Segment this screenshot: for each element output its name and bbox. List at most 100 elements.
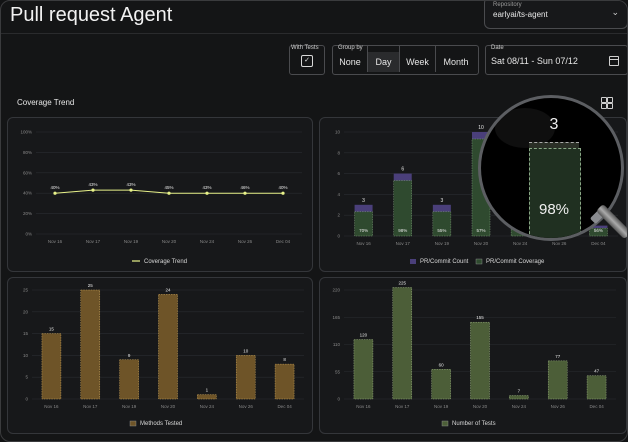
magnified-coverage: 98% bbox=[538, 201, 570, 218]
bar-value-label: 60 bbox=[439, 362, 445, 367]
x-tick-label: Nov 24 bbox=[513, 241, 528, 246]
x-tick-label: Nov 19 bbox=[122, 404, 137, 409]
data-bar bbox=[235, 355, 256, 400]
legend-label: Coverage Trend bbox=[144, 259, 187, 265]
bar-value-label: 10 bbox=[243, 348, 249, 353]
with-tests-checkbox[interactable]: ✓ bbox=[301, 55, 313, 67]
x-tick-label: Nov 24 bbox=[512, 404, 527, 409]
legend-swatch bbox=[129, 420, 137, 427]
date-range-value[interactable]: Sat 08/11 - Sun 07/12 bbox=[491, 56, 578, 66]
x-tick-label: Nov 17 bbox=[83, 404, 98, 409]
magnified-count: 3 bbox=[549, 116, 559, 133]
y-tick-label: 15 bbox=[23, 331, 29, 336]
with-tests-label: With Tests bbox=[291, 45, 319, 51]
repository-label: Repository bbox=[493, 2, 522, 8]
coverage-label: 56% bbox=[594, 228, 603, 233]
x-tick-label: Nov 26 bbox=[238, 239, 253, 244]
y-tick-label: 165 bbox=[332, 315, 340, 320]
coverage-label: 98% bbox=[398, 228, 407, 233]
section-title: Coverage Trend bbox=[17, 98, 75, 107]
x-tick-label: Nov 24 bbox=[200, 404, 215, 409]
legend-swatch bbox=[410, 259, 416, 264]
y-tick-label: 20% bbox=[23, 211, 32, 216]
coverage-point bbox=[129, 188, 133, 192]
data-bar bbox=[392, 287, 413, 400]
bar-value-label: 7 bbox=[518, 389, 521, 394]
y-tick-label: 0 bbox=[25, 397, 28, 402]
with-tests-box bbox=[289, 45, 325, 75]
coverage-trend-panel: 100% 80% 60% 40% 20% 0% Nov 16 Nov 17 Nov 19 Nov … bbox=[7, 117, 313, 272]
bar-value-label: 120 bbox=[360, 333, 368, 338]
count-label: 3 bbox=[440, 198, 443, 204]
y-tick-label: 55 bbox=[335, 369, 341, 374]
grid-view-icon[interactable] bbox=[601, 97, 613, 109]
group-option-month[interactable]: Month bbox=[443, 57, 469, 67]
calendar-icon[interactable] bbox=[609, 56, 619, 66]
segment-divider bbox=[367, 46, 368, 72]
x-tick-label: Nov 26 bbox=[551, 404, 566, 409]
legend-swatch bbox=[475, 258, 483, 265]
x-tick-label: Nov 16 bbox=[356, 241, 371, 246]
segment-divider bbox=[399, 46, 400, 72]
x-tick-label: Nov 20 bbox=[473, 404, 488, 409]
number-of-tests-chart: 220 165 110 55 0 Nov 16 Nov 17 Nov 19 Nov 20 Nov … bbox=[332, 281, 616, 427]
legend-label: Number of Tests bbox=[452, 421, 496, 427]
date-range-picker[interactable] bbox=[485, 45, 627, 75]
group-option-day[interactable]: Day bbox=[368, 52, 399, 72]
bar-value-label: 47 bbox=[594, 369, 600, 374]
x-tick-label: Nov 26 bbox=[552, 241, 567, 246]
data-bar bbox=[119, 359, 139, 400]
count-label: 3 bbox=[362, 198, 365, 204]
x-tick-label: Dec 04 bbox=[277, 404, 292, 409]
magnified-coverage-bar bbox=[529, 148, 581, 238]
y-tick-label: 110 bbox=[333, 342, 341, 347]
x-tick-label: Nov 19 bbox=[124, 239, 139, 244]
x-tick-label: Nov 16 bbox=[44, 404, 59, 409]
coverage-data-label: 40% bbox=[278, 185, 287, 190]
x-tick-label: Nov 17 bbox=[396, 241, 411, 246]
y-tick-label: 2 bbox=[337, 213, 340, 218]
bar-value-label: 25 bbox=[88, 283, 94, 288]
number-of-tests-panel: 220 165 110 55 0 Nov 16 Nov 17 Nov 19 Nov 20 Nov … bbox=[319, 277, 627, 434]
y-tick-label: 0 bbox=[337, 234, 340, 239]
date-label: Date bbox=[491, 45, 504, 51]
count-label: 10 bbox=[478, 125, 484, 131]
y-tick-label: 100% bbox=[20, 130, 32, 135]
y-tick-label: 10 bbox=[23, 353, 29, 358]
data-bar bbox=[586, 375, 607, 400]
coverage-label: 55% bbox=[437, 228, 446, 233]
coverage-data-label: 43% bbox=[126, 182, 135, 187]
bar-value-label: 225 bbox=[399, 281, 407, 286]
y-tick-label: 40% bbox=[23, 191, 32, 196]
data-bar bbox=[41, 333, 62, 400]
x-tick-label: Nov 24 bbox=[200, 239, 215, 244]
magnified-count-bar bbox=[529, 142, 579, 150]
y-tick-label: 60% bbox=[23, 170, 32, 175]
x-tick-label: Nov 17 bbox=[86, 239, 101, 244]
methods-tested-chart: 25 20 15 10 5 0 Nov 16 Nov 17 Nov 19 Nov 20 Nov 24… bbox=[23, 283, 304, 427]
group-option-none[interactable]: None bbox=[339, 57, 361, 67]
data-bar bbox=[80, 289, 101, 400]
y-tick-label: 0 bbox=[337, 397, 340, 402]
count-bar bbox=[589, 225, 608, 229]
y-tick-label: 20 bbox=[23, 309, 29, 314]
group-option-week[interactable]: Week bbox=[406, 57, 429, 67]
legend-label: PR/Commit Count bbox=[420, 259, 469, 265]
x-tick-label: Nov 17 bbox=[395, 404, 410, 409]
data-bar bbox=[547, 360, 568, 400]
coverage-point bbox=[205, 191, 209, 195]
x-tick-label: Nov 20 bbox=[474, 241, 489, 246]
checkbox-icon: ✓ bbox=[304, 57, 310, 64]
y-tick-label: 5 bbox=[25, 375, 28, 380]
y-tick-label: 25 bbox=[23, 288, 29, 293]
methods-tested-panel: 25 20 15 10 5 0 Nov 16 Nov 17 Nov 19 Nov 20 Nov 24… bbox=[7, 277, 313, 434]
bar-value-label: 155 bbox=[476, 315, 484, 320]
coverage-bar bbox=[432, 211, 452, 237]
coverage-point bbox=[53, 191, 57, 195]
count-bar bbox=[354, 204, 373, 212]
repository-select[interactable]: Repository earlyai/ts-agent ⌄ bbox=[484, 1, 627, 29]
count-bar bbox=[472, 132, 490, 139]
magnifier-lens: 3 98% bbox=[478, 95, 624, 241]
x-tick-label: Nov 26 bbox=[239, 404, 254, 409]
